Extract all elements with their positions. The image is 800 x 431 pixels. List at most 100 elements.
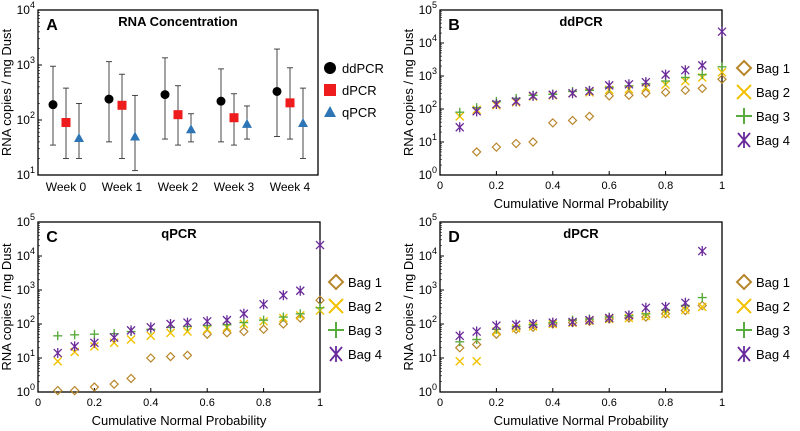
y-axis-label: RNA copies / mg Dust xyxy=(0,29,14,157)
data-point xyxy=(491,329,502,340)
y-tick-label: 105 xyxy=(419,0,437,17)
data-point xyxy=(239,308,249,319)
data-point xyxy=(585,86,594,97)
data-point xyxy=(604,313,614,324)
data-point xyxy=(222,315,232,326)
legend-label: Bag 4 xyxy=(756,133,790,148)
data-point xyxy=(166,319,175,329)
series-bag-1 xyxy=(52,295,325,396)
data-point xyxy=(126,325,136,336)
x-tick-label: 0.2 xyxy=(489,180,504,192)
legend-marker xyxy=(324,106,336,117)
data-point xyxy=(278,319,289,329)
legend: ddPCR dPCR qPCR xyxy=(324,61,384,120)
panel-letter: A xyxy=(46,17,58,34)
y-tick-label: 104 xyxy=(419,33,437,50)
legend-marker xyxy=(327,273,345,291)
legend: Bag 1 Bag 2 Bag 3 Bag 4 xyxy=(735,59,790,148)
y-tick-label: 103 xyxy=(17,280,35,297)
data-point xyxy=(272,86,282,96)
data-point xyxy=(69,385,80,396)
data-point xyxy=(48,100,58,110)
legend-marker xyxy=(328,322,344,338)
legend-label: Bag 2 xyxy=(348,299,382,314)
legend-marker xyxy=(736,84,752,100)
data-point xyxy=(680,297,690,308)
x-tick-label: 0.6 xyxy=(602,397,617,409)
series-bag-3 xyxy=(455,293,707,347)
y-tick-label: 105 xyxy=(17,212,35,229)
x-tick-label: Week 0 xyxy=(46,180,87,194)
data-point xyxy=(641,77,651,88)
data-point xyxy=(285,98,295,108)
data-point xyxy=(455,122,465,133)
x-tick-label: 0.6 xyxy=(200,397,215,409)
panel-b: 100 101 102 103 104 105 0 0.2 0.4 0.6 0.8 1 Cumulati… xyxy=(401,0,790,211)
x-tick-label: 0 xyxy=(35,397,41,409)
legend-label: Bag 3 xyxy=(348,323,382,338)
x-tick-label: 0.8 xyxy=(658,397,673,409)
data-point xyxy=(182,327,192,337)
data-point xyxy=(680,305,691,316)
legend: Bag 1 Bag 2 Bag 3 Bag 4 xyxy=(735,273,790,362)
data-point xyxy=(660,308,671,319)
y-tick-label: 102 xyxy=(17,314,35,331)
data-point xyxy=(202,316,212,327)
x-tick-label: 1 xyxy=(719,397,725,409)
y-tick-label: 100 xyxy=(419,165,437,182)
y-tick-label: 102 xyxy=(419,314,437,331)
data-point xyxy=(624,310,634,321)
plot-frame xyxy=(37,9,319,176)
data-point xyxy=(491,99,501,110)
y-tick-label: 100 xyxy=(419,382,437,399)
x-axis-label: Cumulative Normal Probability xyxy=(494,413,669,428)
y-axis-label: RNA copies / mg Dust xyxy=(0,243,14,371)
data-point xyxy=(315,240,325,251)
data-point xyxy=(239,318,249,328)
x-tick-label: 1 xyxy=(317,397,323,409)
y-tick-label: 103 xyxy=(419,280,437,297)
data-point xyxy=(697,60,707,71)
legend-label: Bag 1 xyxy=(348,275,382,290)
data-point xyxy=(717,74,727,85)
data-point xyxy=(455,330,465,341)
data-point xyxy=(242,118,252,128)
data-point xyxy=(548,89,558,100)
data-point xyxy=(109,332,119,343)
data-point xyxy=(584,111,595,122)
data-point xyxy=(624,90,634,101)
legend-marker xyxy=(329,346,343,362)
data-point xyxy=(697,302,707,312)
panel-a: 101 102 103 104 Week 0 Week 1 Week 2 Week 3 Week… xyxy=(0,0,384,194)
data-point xyxy=(229,113,239,123)
series-ddpcr xyxy=(48,48,282,146)
data-point xyxy=(146,322,156,333)
x-tick-label: 0.8 xyxy=(256,397,271,409)
data-point xyxy=(258,324,269,335)
data-point xyxy=(295,285,305,296)
data-point xyxy=(160,90,170,100)
legend-marker xyxy=(736,108,752,124)
y-tick-label: 104 xyxy=(17,0,35,17)
data-point xyxy=(511,96,521,107)
data-point xyxy=(567,115,578,126)
data-point xyxy=(278,290,288,301)
data-point xyxy=(471,147,482,157)
data-point xyxy=(145,353,156,363)
data-point xyxy=(126,335,136,344)
data-point xyxy=(53,356,63,366)
x-tick-label: 1 xyxy=(719,180,725,192)
data-point xyxy=(165,351,176,362)
y-axis-label: RNA copies / mg Dust xyxy=(401,29,416,157)
legend-label: Bag 1 xyxy=(756,61,790,76)
data-point xyxy=(717,67,727,77)
x-tick-label: Week 3 xyxy=(214,180,255,194)
data-point xyxy=(216,96,226,106)
y-tick-label: 101 xyxy=(17,165,35,182)
y-tick-label: 103 xyxy=(419,66,437,83)
data-point xyxy=(661,69,671,80)
data-point xyxy=(182,350,193,361)
data-point xyxy=(74,133,84,143)
data-point xyxy=(697,246,707,257)
